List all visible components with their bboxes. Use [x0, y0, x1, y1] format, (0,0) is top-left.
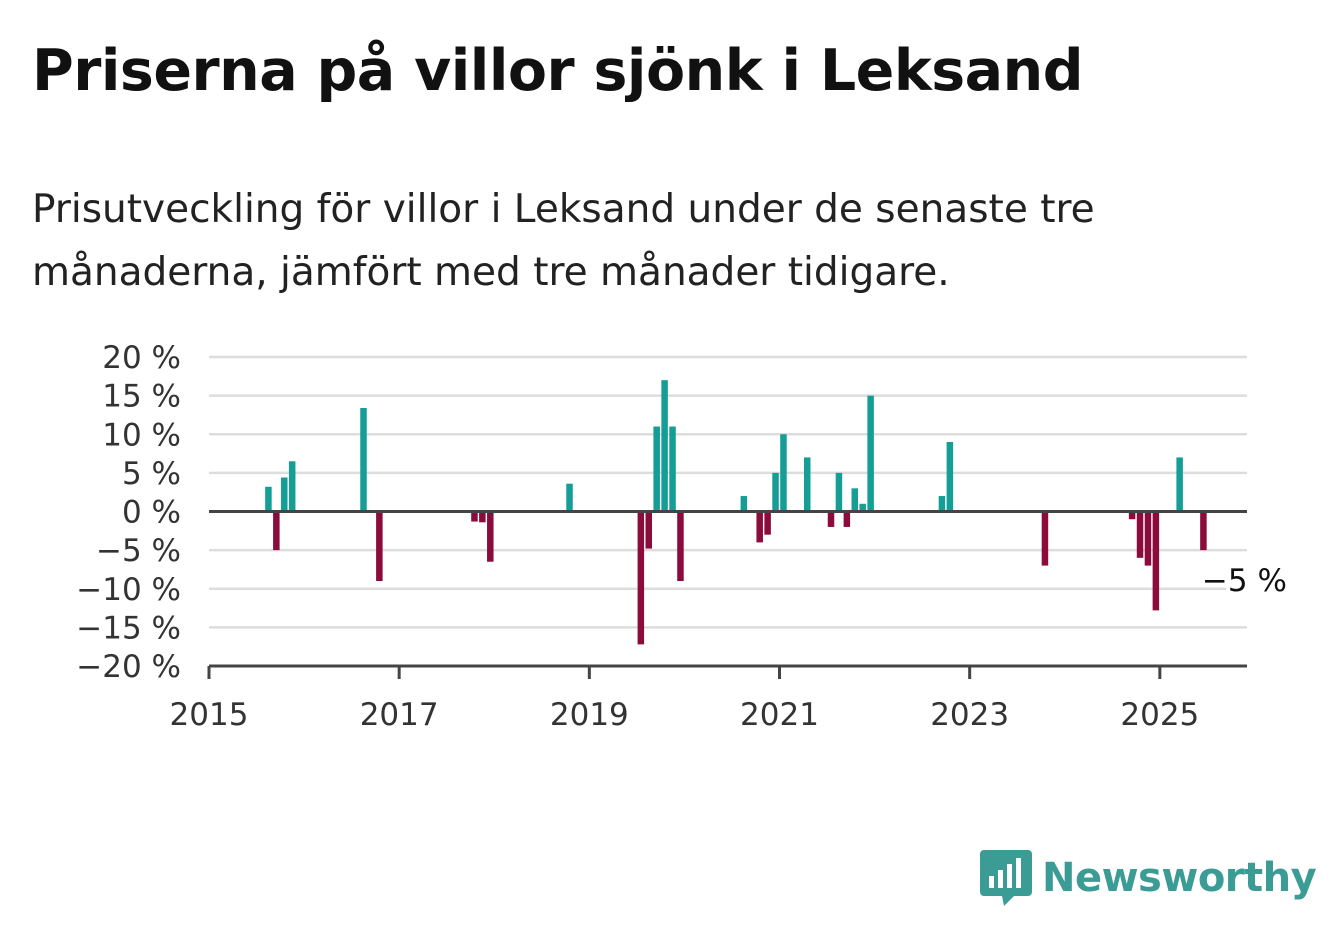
- bar: [661, 380, 668, 512]
- bar: [273, 511, 280, 551]
- bar: [487, 511, 494, 562]
- y-tick-label: 10 %: [102, 417, 181, 453]
- bar: [479, 511, 486, 523]
- bar: [1152, 511, 1160, 611]
- x-tick-label: 2019: [550, 697, 629, 733]
- y-tick-label: −20 %: [76, 649, 181, 685]
- bar: [780, 434, 787, 512]
- y-tick-label: 5 %: [122, 456, 181, 492]
- x-tick-label: 2015: [170, 697, 249, 733]
- bar: [645, 511, 653, 549]
- y-tick-label: −10 %: [76, 572, 181, 608]
- x-tick-label: 2023: [930, 697, 1009, 733]
- bar: [471, 511, 478, 522]
- bar: [637, 511, 645, 645]
- y-axis-tick-labels: 20 %15 %10 %5 %0 %−5 %−10 %−15 %−20 %: [76, 340, 181, 685]
- y-tick-label: 15 %: [102, 379, 181, 415]
- last-value-annotation: −5 %: [1202, 563, 1287, 599]
- bar: [867, 395, 874, 512]
- x-tick-label: 2017: [360, 697, 439, 733]
- bar: [1176, 457, 1183, 512]
- x-axis-tick-labels: 2015 2017 2019 2021 2023 2025: [170, 666, 1199, 733]
- bar: [653, 426, 660, 512]
- x-tick-label: 2025: [1120, 697, 1199, 733]
- bar: [756, 511, 763, 543]
- bar: [669, 426, 676, 512]
- y-tick-label: 20 %: [102, 340, 181, 376]
- bar: [1136, 511, 1144, 558]
- bar: [360, 407, 367, 512]
- y-tick-label: 0 %: [122, 495, 181, 531]
- bar: [1200, 511, 1207, 551]
- annotations: −5 %: [1198, 559, 1291, 603]
- bar: [1144, 511, 1152, 566]
- chart-subtitle: Prisutveckling för villor i Leksand unde…: [32, 187, 1095, 295]
- bar: [376, 511, 383, 582]
- bar: [1041, 511, 1049, 566]
- bar: [281, 477, 288, 512]
- bar: [740, 496, 748, 512]
- axes: [209, 510, 1247, 668]
- bar: [677, 511, 684, 582]
- bar: [843, 511, 851, 527]
- chart-title: Priserna på villor sjönk i Leksand: [32, 38, 1084, 104]
- bar: [946, 441, 954, 512]
- y-tick-label: −15 %: [76, 610, 181, 646]
- bar: [288, 461, 296, 512]
- bar: [827, 511, 835, 527]
- bar: [764, 511, 771, 535]
- bar: [851, 488, 859, 512]
- bars: [265, 380, 1207, 645]
- bar: [1128, 511, 1136, 520]
- bar: [859, 503, 866, 512]
- bar: [566, 483, 573, 512]
- bar: [938, 496, 946, 512]
- bar-chart-logo-icon: [980, 850, 1032, 906]
- bar-chart: 20 %15 %10 %5 %0 %−5 %−10 %−15 %−20 % 20…: [76, 340, 1291, 733]
- x-tick-label: 2021: [740, 697, 819, 733]
- y-tick-label: −5 %: [96, 533, 181, 569]
- brand-name: Newsworthy: [1042, 855, 1317, 901]
- bar: [772, 472, 779, 512]
- bar: [803, 457, 811, 512]
- bar: [265, 486, 272, 512]
- bar: [835, 472, 843, 512]
- brand-logo: Newsworthy: [980, 848, 1317, 908]
